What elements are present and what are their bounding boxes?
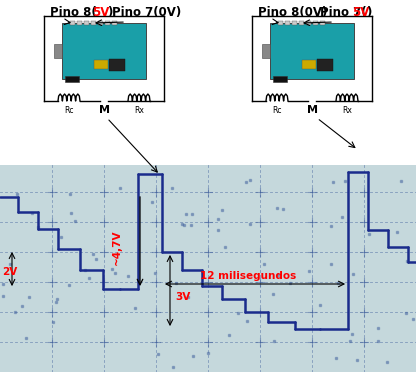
Bar: [54, 44, 62, 58]
Bar: [105, 21, 110, 25]
Text: ): ): [366, 6, 371, 19]
Bar: [77, 21, 82, 25]
Bar: [273, 76, 287, 82]
Text: 12 milisegundos: 12 milisegundos: [200, 271, 296, 281]
Bar: [306, 21, 311, 25]
Bar: [112, 21, 117, 25]
Bar: [84, 21, 89, 25]
Text: M: M: [99, 105, 109, 115]
Text: 5V: 5V: [352, 6, 369, 19]
Text: Pino 8(: Pino 8(: [50, 6, 97, 19]
Bar: [62, 23, 146, 79]
Bar: [313, 21, 318, 25]
Bar: [0, 165, 416, 372]
Text: Rc: Rc: [64, 106, 74, 115]
Bar: [91, 21, 96, 25]
Text: Rx: Rx: [342, 106, 352, 115]
Bar: [109, 59, 125, 71]
Text: Pino 7(0V): Pino 7(0V): [112, 6, 181, 19]
Bar: [285, 21, 290, 25]
Text: ~4,7V: ~4,7V: [112, 229, 122, 265]
Bar: [320, 21, 325, 25]
Bar: [262, 44, 270, 58]
Bar: [0, 0, 416, 165]
Text: ): ): [107, 6, 112, 19]
Text: M: M: [307, 105, 317, 115]
Text: 2V: 2V: [2, 267, 17, 277]
Bar: [98, 21, 103, 25]
Bar: [278, 21, 283, 25]
Text: Pino 8(0V): Pino 8(0V): [258, 6, 327, 19]
Bar: [317, 59, 333, 71]
Text: 5V: 5V: [92, 6, 109, 19]
Text: Rx: Rx: [134, 106, 144, 115]
Text: Rc: Rc: [272, 106, 282, 115]
Bar: [94, 60, 108, 69]
Text: Pino 7(: Pino 7(: [320, 6, 366, 19]
Bar: [302, 60, 316, 69]
Bar: [292, 21, 297, 25]
Bar: [270, 23, 354, 79]
Bar: [299, 21, 304, 25]
Bar: [70, 21, 75, 25]
Text: 3V: 3V: [175, 292, 190, 302]
Bar: [65, 76, 79, 82]
